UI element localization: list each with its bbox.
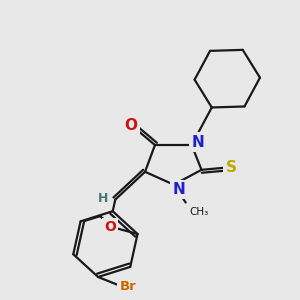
Text: N: N xyxy=(172,182,185,197)
Text: H: H xyxy=(98,192,109,205)
Text: S: S xyxy=(226,160,237,175)
Text: Br: Br xyxy=(119,280,136,293)
Text: O: O xyxy=(125,118,138,133)
Text: CH₃: CH₃ xyxy=(190,208,209,218)
Text: O: O xyxy=(104,220,116,234)
Text: N: N xyxy=(191,135,204,150)
